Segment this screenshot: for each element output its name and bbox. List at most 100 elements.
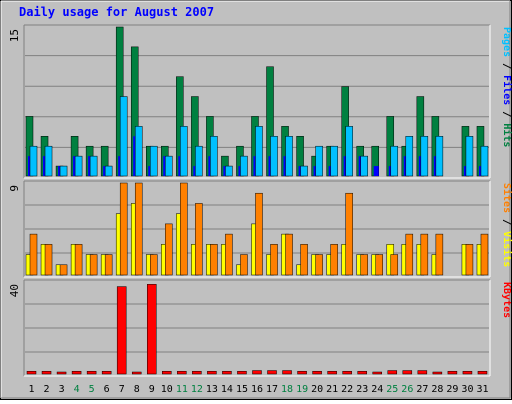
bar-kbytes xyxy=(147,284,157,375)
bar-pages xyxy=(345,126,353,177)
bar-pages xyxy=(165,155,173,177)
bar-kbytes xyxy=(357,370,367,375)
bar-sites xyxy=(150,254,158,276)
series-legend: Sites / Visits xyxy=(501,183,512,267)
bar-sites xyxy=(345,192,353,276)
day-label: 24 xyxy=(371,384,383,395)
day-label: 14 xyxy=(221,384,233,395)
bar-sites xyxy=(270,244,278,276)
bar-sites xyxy=(300,244,308,276)
bar-pages xyxy=(270,136,278,177)
panel-kbytes: 40 KBytes xyxy=(8,279,512,377)
day-label: 31 xyxy=(476,384,488,395)
day-label: 12 xyxy=(191,384,203,395)
bar-pages xyxy=(420,136,429,177)
bar-sites xyxy=(180,182,188,276)
bar-sites xyxy=(420,233,429,276)
bar-kbytes xyxy=(71,370,82,375)
bar-sites xyxy=(44,244,53,276)
bar-sites xyxy=(29,233,38,276)
bar-pages xyxy=(315,145,323,177)
bar-kbytes xyxy=(312,370,322,375)
bar-kbytes xyxy=(402,370,413,375)
day-label: 18 xyxy=(281,384,293,395)
bar-sites xyxy=(480,233,489,276)
bar-sites xyxy=(390,254,399,276)
bar-kbytes xyxy=(162,370,172,375)
bar-sites xyxy=(285,233,293,276)
bar-pages xyxy=(134,126,143,177)
bar-sites xyxy=(119,182,128,276)
day-label: 16 xyxy=(251,384,263,395)
bar-sites xyxy=(74,244,83,276)
day-labels: 1 2 3 4 5 6 7 8 9 10 11 12 13 14 15 16 17 18 19 20 21 22 23 24 2… xyxy=(29,384,489,395)
bar-pages xyxy=(210,136,218,177)
bar-pages xyxy=(255,126,263,177)
day-label: 28 xyxy=(431,384,443,395)
bar-sites xyxy=(255,192,263,276)
day-label: 6 xyxy=(104,384,110,395)
bar-kbytes xyxy=(372,371,382,375)
legend-part: Visits xyxy=(501,231,512,267)
bar-kbytes xyxy=(192,370,202,375)
y-max-label: 15 xyxy=(8,29,21,42)
bar-pages xyxy=(225,165,233,177)
day-label: 26 xyxy=(401,384,413,395)
bar-pages xyxy=(480,145,489,177)
day-label: 9 xyxy=(149,384,155,395)
legend-part: / xyxy=(501,213,512,231)
bar-pages xyxy=(330,145,338,177)
legend-part: / xyxy=(501,105,512,123)
bar-kbytes xyxy=(26,370,37,375)
bar-kbytes xyxy=(177,370,187,375)
bar-kbytes xyxy=(41,370,52,375)
chart-panels: 15 Pages / Files / Hits 9 Sites / Visits 40 K… xyxy=(8,24,512,377)
y-max-label: 40 xyxy=(8,284,21,297)
bar-sites xyxy=(435,233,444,276)
bar-kbytes xyxy=(131,371,142,375)
bar-sites xyxy=(330,244,338,276)
day-label: 5 xyxy=(89,384,95,395)
bar-pages xyxy=(89,155,98,177)
day-label: 8 xyxy=(134,384,140,395)
bar-pages xyxy=(300,165,308,177)
day-label: 30 xyxy=(461,384,473,395)
day-label: 3 xyxy=(59,384,65,395)
day-label: 21 xyxy=(326,384,338,395)
y-max-label: 9 xyxy=(8,185,21,192)
bar-kbytes xyxy=(447,370,458,375)
day-label: 25 xyxy=(386,384,398,395)
bar-sites xyxy=(59,264,68,276)
bar-pages xyxy=(44,145,53,177)
bar-kbytes xyxy=(417,370,428,375)
bar-pages xyxy=(29,145,38,177)
day-label: 23 xyxy=(356,384,368,395)
bar-files xyxy=(373,166,379,176)
day-label: 20 xyxy=(311,384,323,395)
day-label: 2 xyxy=(44,384,50,395)
bar-sites xyxy=(375,254,383,276)
bar-pages xyxy=(285,136,293,177)
legend-part: Pages xyxy=(501,27,512,57)
bar-pages xyxy=(195,145,203,177)
legend-part: Sites xyxy=(501,183,512,213)
bar-kbytes xyxy=(86,370,97,375)
bar-kbytes xyxy=(432,371,443,375)
bar-pages xyxy=(240,155,248,177)
bar-kbytes xyxy=(297,370,307,375)
bar-kbytes xyxy=(477,370,488,375)
bar-pages xyxy=(435,136,444,177)
bar-kbytes xyxy=(252,370,262,375)
bar-sites xyxy=(360,254,368,276)
bar-kbytes xyxy=(342,370,352,375)
bar-kbytes xyxy=(267,370,277,375)
day-label: 10 xyxy=(161,384,173,395)
bar-sites xyxy=(104,254,113,276)
day-label: 7 xyxy=(119,384,125,395)
bar-kbytes xyxy=(222,370,232,375)
bar-sites xyxy=(315,254,323,276)
day-label: 17 xyxy=(266,384,278,395)
bar-sites xyxy=(89,254,98,276)
